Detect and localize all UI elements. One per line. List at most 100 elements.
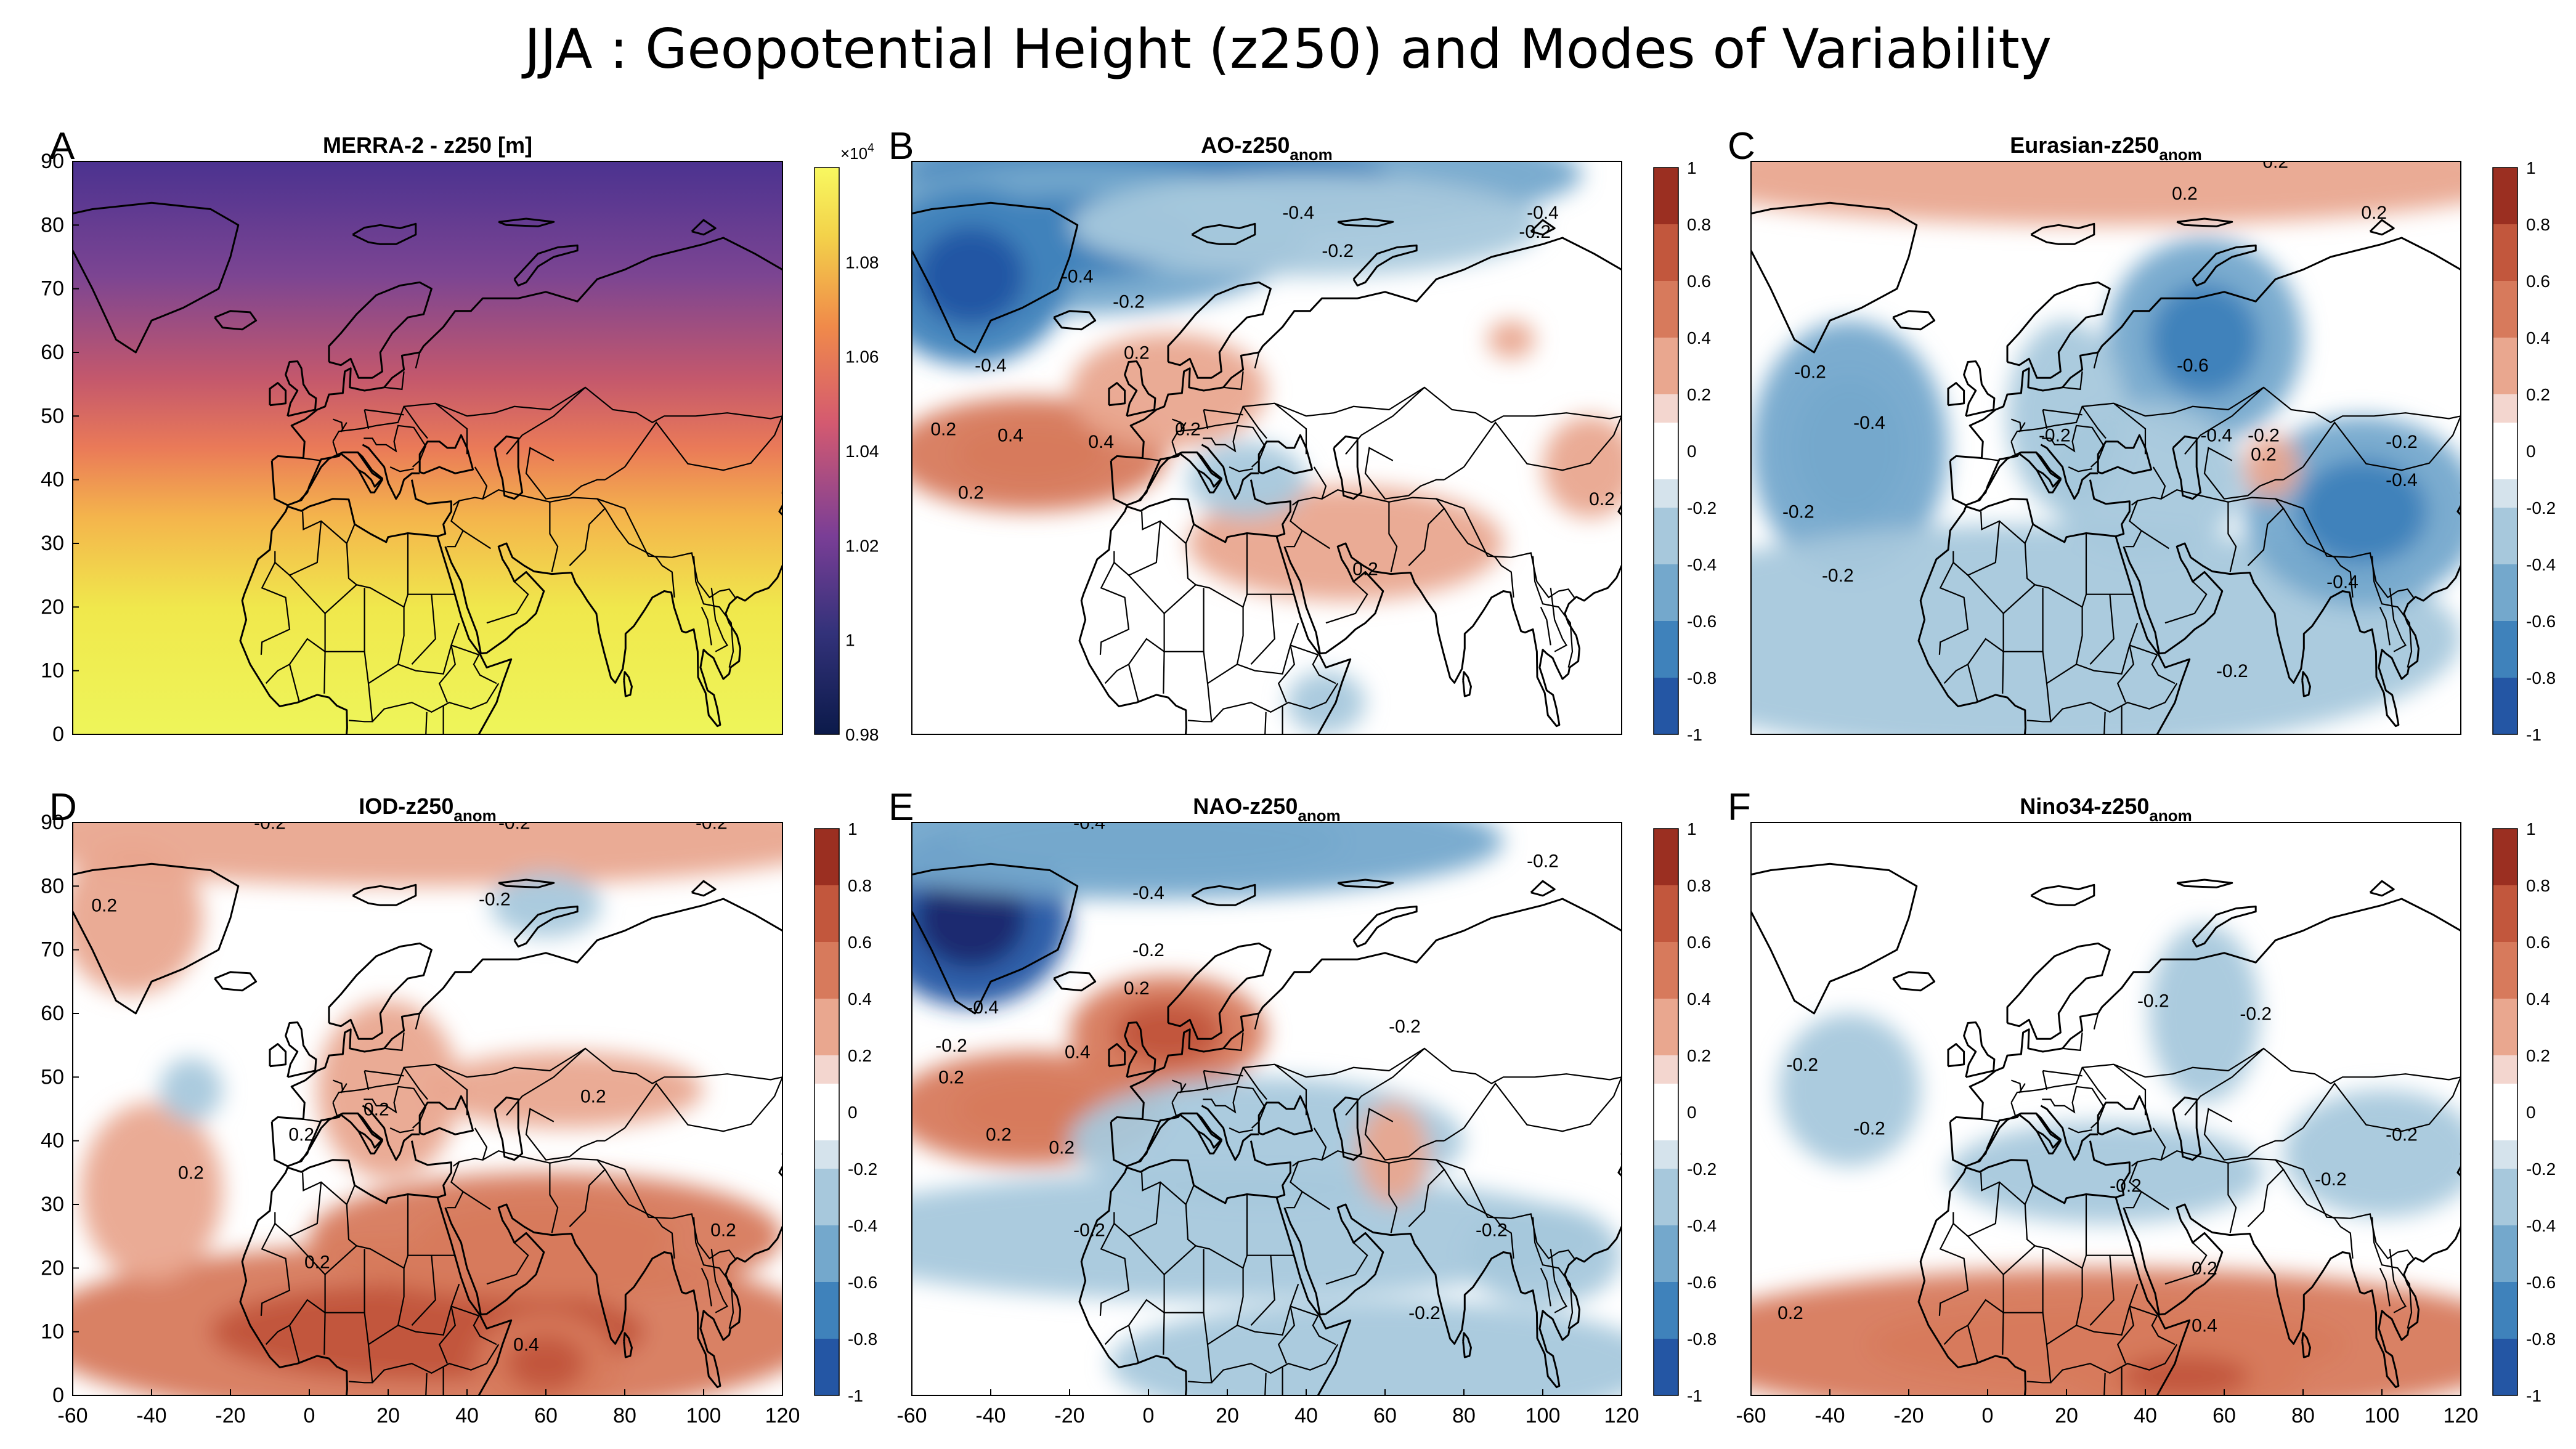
coastline [2460, 490, 2461, 493]
colorbar-tick-label: -0.8 [2526, 668, 2556, 688]
colorbar-multiplier: ×104 [840, 142, 874, 163]
coastline [1530, 219, 1556, 236]
country-border [2010, 386, 2461, 442]
country-border [1495, 1218, 1514, 1259]
colorbar-step [1654, 914, 1678, 943]
colorbar-tick-label: -1 [848, 1386, 863, 1405]
panel-title: Eurasian-z250anom [2010, 132, 2201, 164]
colorbar-tick-label: 1 [2526, 819, 2536, 838]
country-border [2129, 1161, 2169, 1211]
country-border [2129, 644, 2158, 656]
country-border [473, 1315, 497, 1346]
contour-label: 0.2 [986, 1125, 1012, 1145]
coastline [513, 905, 579, 948]
country-border [1242, 1067, 1267, 1100]
coastlines [912, 862, 1622, 1395]
anomaly-core [1114, 1000, 1222, 1065]
x-tick-label: -20 [215, 1404, 245, 1427]
colorbar-step [1654, 942, 1678, 971]
country-border [364, 408, 404, 416]
country-border [442, 705, 445, 734]
x-tick-label: -60 [1736, 1404, 1766, 1427]
colorbar-step [1654, 1254, 1678, 1283]
colorbar-step [815, 970, 839, 999]
country-border [438, 645, 456, 703]
borders [1938, 1013, 2461, 1395]
colorbar-step [2493, 1169, 2517, 1198]
contour-label: -0.4 [1132, 883, 1164, 903]
country-border [389, 1127, 414, 1134]
country-border [364, 1086, 427, 1129]
coastline [781, 1151, 782, 1154]
colorbar-step [1654, 451, 1678, 480]
contour-label: -0.2 [1073, 1220, 1105, 1241]
country-border [2283, 466, 2304, 481]
colorbar-step [1654, 829, 1678, 858]
country-border [1540, 606, 1551, 646]
coastline [2192, 905, 2257, 948]
colorbar: 1 0.8 0.6 0.4 0.2 0 -0.2 -0.4 -0.6 -0.8 -1 [814, 819, 877, 1405]
country-border [2011, 418, 2022, 432]
anomaly-core [917, 227, 1025, 325]
anomaly-field [1751, 924, 2461, 1395]
colorbar-step [815, 1197, 839, 1226]
country-border [1203, 1070, 1243, 1077]
contour-label: 0.4 [513, 1335, 539, 1355]
colorbar-step [815, 1084, 839, 1113]
country-border [1254, 352, 1260, 369]
coastline [73, 201, 240, 354]
country-border [2125, 530, 2142, 548]
colorbar-step [2493, 564, 2517, 593]
coastline [239, 479, 452, 734]
country-border [2151, 1315, 2176, 1346]
country-border [1444, 508, 1496, 558]
coastlines [73, 862, 808, 1395]
coastline [2035, 1113, 2062, 1149]
colorbar-step [815, 1112, 839, 1141]
coastline [1201, 444, 1259, 500]
coastline [2115, 536, 2191, 734]
panel-title: AO-z250anom [1201, 132, 1332, 164]
country-border [1938, 1223, 1969, 1316]
colorbar-tick-label: 0.6 [1687, 933, 1711, 952]
country-border [2116, 645, 2134, 703]
country-border [2062, 1032, 2083, 1052]
anomaly-blob [80, 1102, 223, 1281]
coastline [1258, 1095, 1314, 1135]
coastline [436, 536, 513, 734]
country-border [473, 654, 497, 684]
colorbar-tick-label: -0.8 [1687, 668, 1717, 688]
country-border [2042, 409, 2048, 429]
country-border [1128, 664, 1140, 703]
colorbar-step [2493, 914, 2517, 943]
country-border [2026, 683, 2052, 723]
colorbar-step [1654, 1197, 1678, 1226]
colorbar-tick-label: -0.2 [1687, 498, 1717, 518]
colorbar-tick-label: -1 [2526, 1386, 2541, 1405]
contour-label: -0.4 [967, 997, 999, 1018]
country-border [332, 386, 782, 442]
coastline [798, 1141, 808, 1176]
colorbar-tick-label: -0.4 [2526, 1216, 2556, 1235]
colorbar-step [2493, 706, 2517, 735]
coastline [357, 1113, 383, 1149]
country-border [2103, 712, 2106, 734]
colorbar-step [1654, 621, 1678, 650]
y-tick-label: 70 [41, 938, 64, 962]
country-border [1171, 386, 1622, 442]
contour-label: 0.2 [288, 1125, 314, 1145]
colorbar-step [2493, 885, 2517, 914]
y-tick-label: 50 [41, 1065, 64, 1089]
contour-label: -0.2 [2216, 661, 2248, 681]
colorbar-tick-label: -0.6 [2526, 612, 2556, 631]
coastline [285, 360, 317, 417]
colorbar-tick-label: 0.2 [2526, 1046, 2550, 1065]
colorbar-step [1654, 1027, 1678, 1056]
country-border [442, 1366, 445, 1395]
coastline [1191, 222, 1256, 245]
y-tick-label: 80 [41, 874, 64, 898]
country-border [1282, 1366, 1285, 1395]
coastline [691, 219, 717, 236]
colorbar-tick-label: 0.6 [848, 933, 872, 952]
